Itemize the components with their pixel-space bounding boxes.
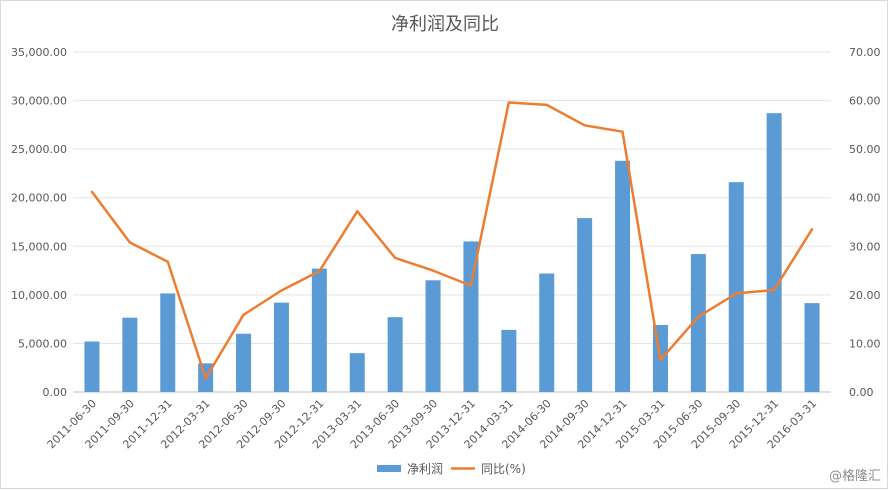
y-right-tick-label: 30.00 (849, 240, 881, 253)
x-axis: 2011-06-302011-09-302011-12-312012-03-31… (45, 397, 820, 451)
chart-title: 净利润及同比 (391, 14, 499, 35)
y-right-tick-label: 20.00 (849, 289, 881, 302)
bar (615, 160, 631, 392)
bar (387, 317, 403, 392)
bar (766, 113, 782, 392)
series-line (90, 101, 814, 380)
bar (160, 293, 176, 392)
y-right-tick-label: 60.00 (849, 95, 881, 108)
y-left-tick-label: 15,000.00 (11, 240, 67, 253)
line-point (810, 228, 814, 231)
y-right-tick-label: 10.00 (849, 337, 881, 350)
bar (539, 273, 555, 392)
legend-label-bar: 净利润 (407, 462, 443, 476)
y-axis-left: 0.00 5,000.00 10,000.00 15,000.00 20,000.00 2… (11, 46, 67, 399)
line-point (507, 101, 511, 104)
line-point (280, 289, 283, 292)
line-point (697, 315, 700, 318)
line-point (583, 124, 586, 127)
line-series (90, 101, 814, 380)
line-point (356, 210, 359, 213)
line-point (318, 269, 321, 273)
bar (236, 333, 252, 392)
line-point (545, 103, 548, 107)
bar (122, 317, 138, 392)
line-point (659, 358, 662, 362)
watermark: @格隆汇 (829, 468, 881, 484)
line-point (128, 241, 132, 244)
bar (273, 302, 289, 392)
bar (425, 280, 441, 392)
y-left-tick-label: 35,000.00 (11, 46, 67, 59)
bar (577, 218, 593, 392)
bar (84, 341, 100, 392)
y-right-tick-label: 0.00 (849, 386, 874, 399)
line-point (772, 288, 776, 292)
line-point (469, 284, 473, 287)
line-point (735, 292, 738, 295)
y-right-tick-label: 70.00 (849, 46, 881, 59)
y-left-tick-label: 5,000.00 (18, 337, 67, 350)
y-left-tick-label: 25,000.00 (11, 143, 67, 156)
y-left-tick-label: 0.00 (43, 386, 68, 399)
y-left-tick-label: 10,000.00 (11, 289, 67, 302)
bar (311, 268, 327, 392)
gridlines (73, 51, 831, 393)
bar (501, 329, 517, 392)
y-axis-right: 0.00 10.00 20.00 30.00 40.00 50.00 60.00 70.00 (849, 46, 881, 399)
bar (463, 241, 479, 392)
bar (349, 353, 365, 392)
bar (728, 182, 744, 392)
y-left-tick-label: 20,000.00 (11, 192, 67, 205)
y-right-tick-label: 50.00 (849, 143, 881, 156)
bar (804, 303, 820, 392)
line-point (431, 269, 435, 272)
y-right-tick-label: 40.00 (849, 192, 881, 205)
line-point (204, 377, 207, 380)
bar-series (84, 113, 820, 392)
legend-swatch-bar (377, 465, 401, 472)
line-point (166, 260, 169, 264)
bar (690, 254, 706, 392)
legend: 净利润 同比(%) (377, 462, 526, 476)
line-point (621, 130, 624, 133)
line-point (242, 313, 245, 316)
line-point (393, 256, 397, 260)
legend-label-line: 同比(%) (481, 462, 526, 476)
y-left-tick-label: 30,000.00 (11, 95, 67, 108)
line-point (90, 190, 94, 194)
